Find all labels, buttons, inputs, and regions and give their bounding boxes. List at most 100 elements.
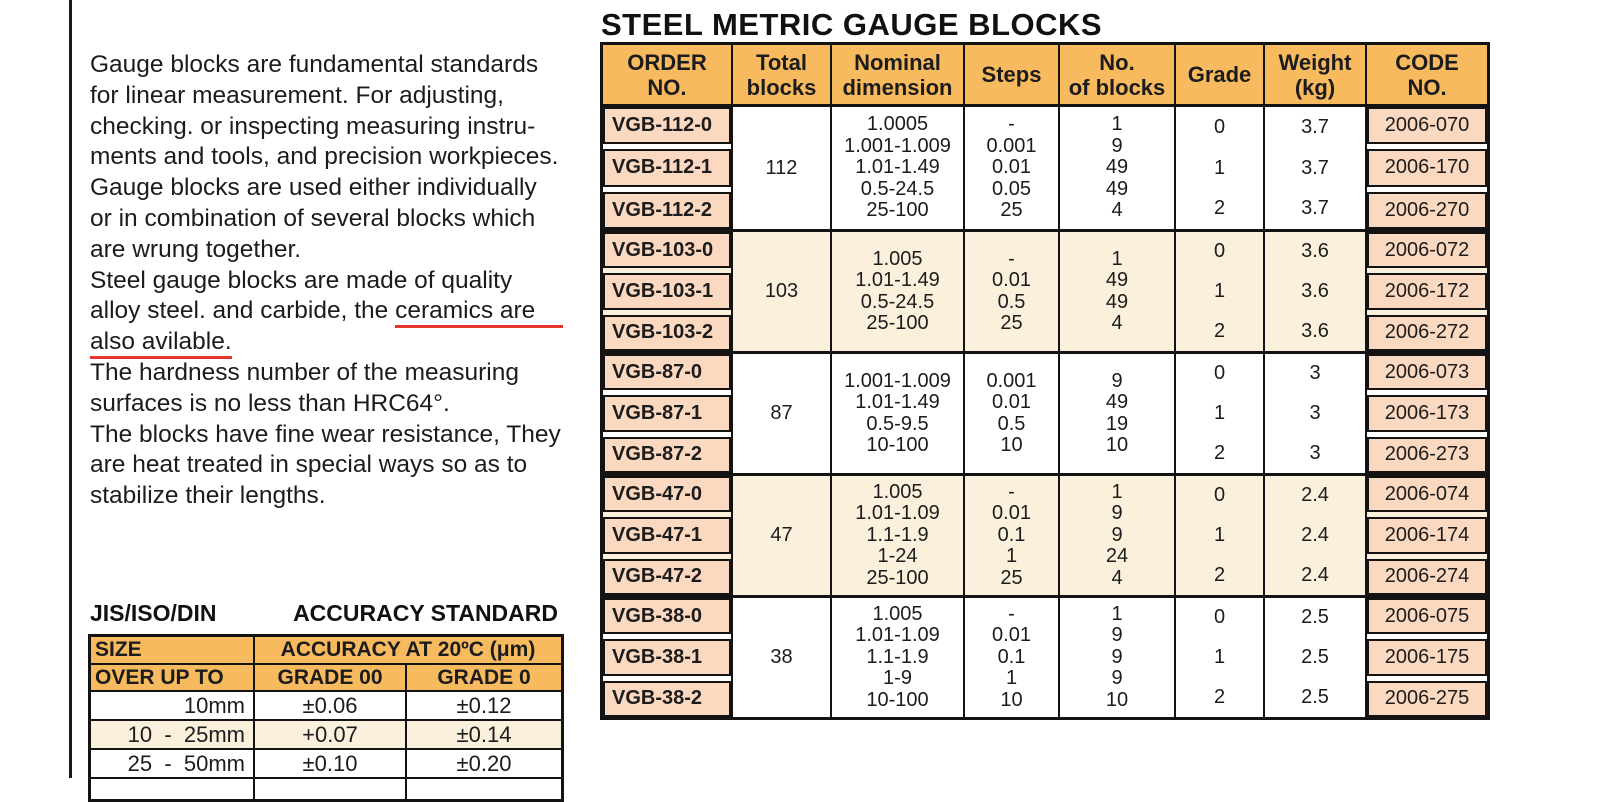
weight-cell: 3.7 [1301,115,1329,138]
accuracy-table: SIZE ACCURACY AT 20ºC (μm) OVER UP TO GR… [88,634,564,802]
order-no-cell: VGB-87-0 [603,354,731,391]
group-vgb-103: VGB-103-0 VGB-103-1 VGB-103-2 103 1.005 … [603,229,1487,351]
grade-column: 0 1 2 [1176,476,1265,595]
order-no-cell: VGB-87-1 [603,395,731,432]
nominal-dimension-cell: 1.0005 1.001-1.009 1.01-1.49 0.5-24.5 25… [832,107,965,229]
grade-cell: 0 [1213,240,1226,263]
code-no-column: 2006-073 2006-173 2006-273 [1367,354,1487,473]
grade-cell: 2 [1213,563,1226,586]
no-of-blocks-cell: 1 9 9 24 4 [1060,476,1176,595]
grade-0-value-cell: ±0.20 [456,750,512,776]
code-no-cell: 2006-173 [1367,395,1487,432]
steps-cell: - 0.01 0.5 25 [965,232,1060,351]
code-no-cell: 2006-174 [1367,517,1487,554]
order-no-cell: VGB-103-0 [603,232,731,269]
grade-cell: 1 [1213,156,1226,179]
weight-column: 3.6 3.6 3.6 [1265,232,1367,351]
header-weight: Weight (kg) [1265,45,1367,104]
accuracy-header-row-2: OVER UP TO GRADE 00 GRADE 0 [91,665,561,692]
size-cell: 25 - 50mm [91,750,255,777]
grade-0-value-cell [407,779,561,799]
order-no-cell: VGB-38-1 [603,639,731,676]
intro-line: Gauge blocks are used either individuall… [90,174,537,202]
page-title: STEEL METRIC GAUGE BLOCKS [601,7,1103,42]
header-order-no: ORDER NO. [603,45,733,104]
header-nominal-dimension: Nominal dimension [832,45,965,104]
intro-line: ments and tools, and precision workpiece… [90,143,559,171]
steps-cell: - 0.01 0.1 1 10 [965,598,1060,717]
steps-cell: 0.001 0.01 0.5 10 [965,354,1060,473]
grade-0-value-cell: ±0.14 [456,721,512,747]
no-of-blocks-cell: 1 9 49 49 4 [1060,107,1176,229]
grade-00-value-cell: ±0.10 [255,750,407,777]
code-no-column: 2006-075 2006-175 2006-275 [1367,598,1487,717]
grade-cell: 1 [1213,524,1226,546]
steps-cell: - 0.001 0.01 0.05 25 [965,107,1060,229]
intro-line-underlined: alloy steel. and carbide, the ceramics a… [90,296,610,329]
intro-line: Steel gauge blocks are made of quality [90,266,513,294]
weight-cell: 3.7 [1301,197,1329,220]
header-code-no: CODE NO. [1395,49,1459,100]
weight-cell: 2.5 [1301,606,1329,629]
intro-line: The hardness number of the measuring [90,358,519,386]
grade-cell: 2 [1213,319,1226,342]
steps-cell: - 0.01 0.1 1 25 [965,476,1060,595]
grade-cell: 2 [1213,685,1226,708]
group-vgb-47: VGB-47-0 VGB-47-1 VGB-47-2 47 1.005 1.01… [603,473,1487,595]
order-no-cell: VGB-87-2 [603,436,731,473]
grade-cell: 1 [1213,646,1226,668]
total-blocks-cell: 47 [733,476,832,595]
code-no-column: 2006-070 2006-170 2006-270 [1367,107,1487,229]
code-no-cell: 2006-073 [1367,354,1487,391]
grade-cell: 2 [1213,441,1226,464]
grade-00-value-cell [255,779,407,799]
code-no-cell: 2006-170 [1367,149,1487,187]
grade-column: 0 1 2 [1176,107,1265,229]
code-no-cell: 2006-070 [1367,107,1487,145]
no-of-blocks-cell: 1 49 49 4 [1060,232,1176,351]
weight-cell: 2.4 [1301,524,1329,546]
header-grade: Grade [1176,45,1265,104]
intro-line-underlined: also avilable. [90,327,610,360]
order-no-cell: VGB-112-0 [603,107,731,145]
grade-0-value-cell: ±0.12 [456,692,512,718]
table-header-row: ORDER NO. Total blocks Nominal dimension… [603,45,1487,107]
size-cell: 10mm [91,692,255,719]
order-no-cell: VGB-112-2 [603,191,731,229]
accuracy-row: 10mm ±0.06 ±0.12 [91,692,561,721]
total-blocks-cell: 112 [733,107,832,229]
intro-line: for linear measurement. For adjusting, [90,81,504,109]
total-blocks-cell: 103 [733,232,832,351]
grade-column: 0 1 2 [1176,232,1265,351]
code-no-cell: 2006-172 [1367,273,1487,310]
code-no-column: 2006-074 2006-174 2006-274 [1367,476,1487,595]
gauge-blocks-table: ORDER NO. Total blocks Nominal dimension… [600,42,1490,720]
accuracy-standard-heading: JIS/ISO/DIN ACCURACY STANDARD [90,600,558,627]
grade-column: 0 1 2 [1176,598,1265,717]
weight-cell: 3 [1309,362,1321,385]
header-no-of-blocks: No. of blocks [1060,45,1176,104]
code-no-cell: 2006-274 [1367,558,1487,595]
size-cell [91,779,255,799]
order-no-column: VGB-103-0 VGB-103-1 VGB-103-2 [603,232,733,351]
intro-line: Gauge blocks are fundamental standards [90,51,539,78]
accuracy-at-20c-header-cell: ACCURACY AT 20ºC (μm) [280,638,536,661]
grade-00-value-cell: +0.07 [255,721,407,748]
intro-line: checking. or inspecting measuring instru… [90,112,536,140]
code-no-cell: 2006-275 [1367,680,1487,717]
weight-column: 2.4 2.4 2.4 [1265,476,1367,595]
grade-column: 0 1 2 [1176,354,1265,473]
intro-line: surfaces is no less than HRC64°. [90,389,450,417]
order-no-cell: VGB-112-1 [603,149,731,187]
intro-line: or in combination of several blocks whic… [90,204,536,232]
nominal-dimension-cell: 1.005 1.01-1.09 1.1-1.9 1-9 10-100 [832,598,965,717]
nominal-dimension-cell: 1.005 1.01-1.49 0.5-24.5 25-100 [832,232,965,351]
accuracy-row: 10 - 25mm +0.07 ±0.14 [91,721,561,750]
intro-paragraph: Gauge blocks are fundamental standards f… [90,50,610,512]
accuracy-header-row-1: SIZE ACCURACY AT 20ºC (μm) [91,637,561,665]
weight-cell: 3.6 [1301,319,1329,342]
order-no-column: VGB-38-0 VGB-38-1 VGB-38-2 [603,598,733,717]
weight-cell: 2.5 [1301,685,1329,708]
intro-line: stabilize their lengths. [90,482,326,510]
order-no-cell: VGB-47-0 [603,476,731,513]
